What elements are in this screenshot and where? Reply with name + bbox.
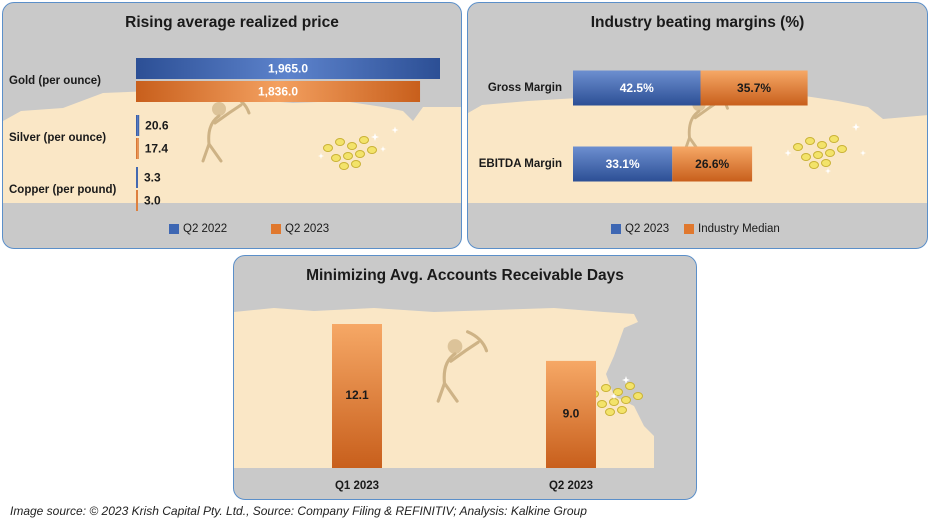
category-label: Gross Margin xyxy=(488,82,562,94)
bar xyxy=(136,115,140,136)
data-label: 1,965.0 xyxy=(268,62,308,76)
chart-title: Rising average realized price xyxy=(125,14,339,31)
miner-with-pickaxe-icon xyxy=(201,93,251,163)
sparkle-icon xyxy=(825,168,831,174)
category-label: Silver (per ounce) xyxy=(9,132,106,144)
chart-title: Minimizing Avg. Accounts Receivable Days xyxy=(306,267,624,284)
category-label: Copper (per pound) xyxy=(9,184,116,196)
sparkle-icon xyxy=(380,146,386,152)
sparkle-icon xyxy=(391,126,399,134)
image-source-note: Image source: © 2023 Krish Capital Pty. … xyxy=(10,504,587,518)
bar xyxy=(332,324,382,468)
bar xyxy=(136,58,440,79)
data-label: 3.0 xyxy=(144,194,161,208)
sparkle-icon xyxy=(860,150,866,156)
legend-item: Industry Median xyxy=(698,223,780,235)
sparkle-icon xyxy=(318,153,324,159)
sparkle-icon xyxy=(371,133,379,141)
category-label: Q1 2023 xyxy=(335,480,379,492)
receivable-days-panel: Minimizing Avg. Accounts Receivable Days… xyxy=(233,255,697,500)
data-label: 20.6 xyxy=(145,119,169,133)
bar xyxy=(136,167,138,188)
legend-swatch xyxy=(611,224,621,234)
data-label: 26.6% xyxy=(695,157,729,171)
gold-nuggets-icon xyxy=(589,382,643,416)
margins-chart: Gross Margin 42.5% 35.7% EBITDA Margin 33.1%… xyxy=(468,70,927,235)
bar xyxy=(573,146,673,182)
mine-scene-background xyxy=(3,91,461,203)
bar xyxy=(573,70,701,106)
data-label: 35.7% xyxy=(737,81,771,95)
data-label: 33.1% xyxy=(606,157,640,171)
sparkle-icon xyxy=(622,376,630,384)
bar xyxy=(136,138,139,159)
bar xyxy=(672,146,753,182)
bar xyxy=(700,70,808,106)
category-label: EBITDA Margin xyxy=(479,158,562,170)
data-label: 9.0 xyxy=(563,407,580,421)
data-label: 42.5% xyxy=(620,81,654,95)
legend-item: Q2 2022 xyxy=(183,223,227,235)
sparkle-icon xyxy=(784,149,792,157)
sparkle-icon xyxy=(852,123,860,131)
miner-with-pickaxe-icon xyxy=(436,330,489,403)
legend-swatch xyxy=(169,224,179,234)
legend-swatch xyxy=(684,224,694,234)
data-label: 17.4 xyxy=(145,142,169,156)
margins-panel: Industry beating margins (%) Gross Margi… xyxy=(467,2,928,249)
realized-price-chart: Gold (per ounce) 1,965.0 1,836.0 Silver (pe… xyxy=(3,58,461,235)
sparkle-icon xyxy=(610,392,618,400)
receivable-days-chart: 12.1 Q1 2023 9.0 Q2 2023 xyxy=(234,308,654,492)
legend-item: Q2 2023 xyxy=(625,223,669,235)
data-label: 1,836.0 xyxy=(258,85,298,99)
data-label: 3.3 xyxy=(144,171,161,185)
category-label: Q2 2023 xyxy=(549,480,593,492)
bar xyxy=(136,190,138,211)
data-label: 12.1 xyxy=(345,388,369,402)
chart-title: Industry beating margins (%) xyxy=(590,14,805,31)
realized-price-panel: Rising average realized price Gold (per … xyxy=(2,2,462,249)
bar xyxy=(136,81,421,102)
legend-swatch xyxy=(271,224,281,234)
category-label: Gold (per ounce) xyxy=(9,75,101,87)
bar xyxy=(546,360,596,468)
legend-item: Q2 2023 xyxy=(285,223,329,235)
gold-nuggets-icon xyxy=(323,136,377,170)
gold-nuggets-icon xyxy=(793,135,847,169)
